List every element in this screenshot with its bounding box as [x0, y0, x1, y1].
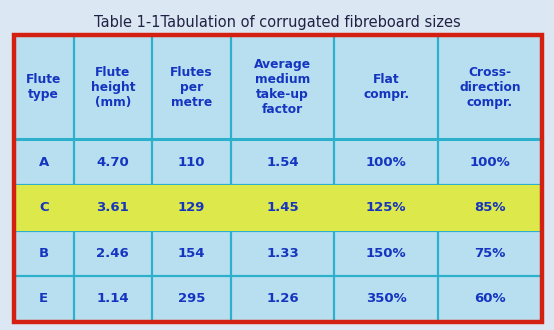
- Text: 1.54: 1.54: [266, 156, 299, 169]
- Text: 1.45: 1.45: [266, 201, 299, 214]
- Text: Table 1-1Tabulation of corrugated fibreboard sizes: Table 1-1Tabulation of corrugated fibreb…: [94, 15, 460, 30]
- Text: 75%: 75%: [474, 247, 506, 260]
- Text: 3.61: 3.61: [96, 201, 129, 214]
- Text: E: E: [39, 292, 48, 306]
- Text: Cross-
direction
compr.: Cross- direction compr.: [459, 66, 521, 109]
- Text: Flutes
per
metre: Flutes per metre: [170, 66, 213, 109]
- Text: Flute
type: Flute type: [26, 73, 61, 101]
- Text: 2.46: 2.46: [96, 247, 129, 260]
- Text: 100%: 100%: [366, 156, 407, 169]
- Text: 100%: 100%: [470, 156, 510, 169]
- Text: Flute
height
(mm): Flute height (mm): [91, 66, 135, 109]
- Text: 1.26: 1.26: [266, 292, 299, 306]
- Text: 4.70: 4.70: [96, 156, 129, 169]
- Text: 1.14: 1.14: [96, 292, 129, 306]
- Text: 295: 295: [178, 292, 205, 306]
- Text: 1.33: 1.33: [266, 247, 299, 260]
- Text: 110: 110: [178, 156, 205, 169]
- Text: 150%: 150%: [366, 247, 407, 260]
- Text: A: A: [39, 156, 49, 169]
- Text: Average
medium
take-up
factor: Average medium take-up factor: [254, 58, 311, 116]
- Text: 85%: 85%: [474, 201, 506, 214]
- Text: 60%: 60%: [474, 292, 506, 306]
- Text: Flat
compr.: Flat compr.: [363, 73, 409, 101]
- Text: 129: 129: [178, 201, 205, 214]
- Text: 350%: 350%: [366, 292, 407, 306]
- Text: 154: 154: [178, 247, 205, 260]
- Text: C: C: [39, 201, 49, 214]
- Text: B: B: [39, 247, 49, 260]
- Text: 125%: 125%: [366, 201, 407, 214]
